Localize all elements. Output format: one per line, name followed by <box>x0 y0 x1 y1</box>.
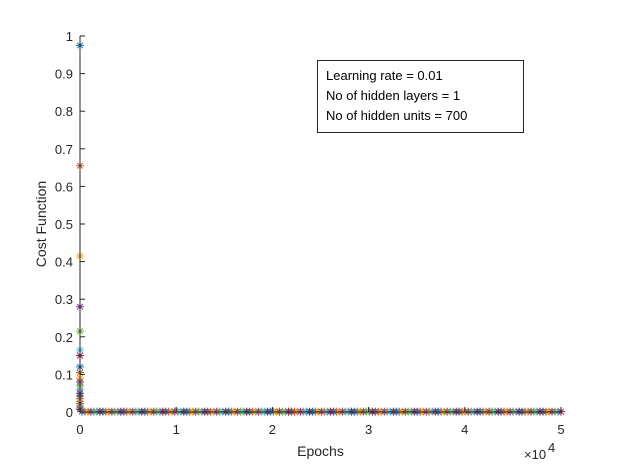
y-tick-label: 0.9 <box>55 67 73 82</box>
axes <box>79 35 562 413</box>
y-tick-label: 0.8 <box>55 104 73 119</box>
x-exponent-power: 4 <box>548 440 555 455</box>
y-tick-label: 0.5 <box>55 217 73 232</box>
y-axis-label: Cost Function <box>33 181 49 267</box>
x-tick-label: 5 <box>557 422 564 437</box>
y-tick-label: 0.3 <box>55 292 73 307</box>
annotation-hidden-units: No of hidden units = 700 <box>326 108 468 123</box>
data-points <box>76 41 565 416</box>
annotation-box: Learning rate = 0.01 No of hidden layers… <box>317 60 524 133</box>
x-axis-label: Epochs <box>297 443 344 459</box>
x-tick-label: 4 <box>461 422 468 437</box>
y-tick-label: 0.7 <box>55 142 73 157</box>
x-tick-label: 1 <box>173 422 180 437</box>
y-tick-label: 0.6 <box>55 179 73 194</box>
y-tick-label: 1 <box>66 29 73 44</box>
y-tick-label: 0 <box>66 405 73 420</box>
x-tick-label: 2 <box>269 422 276 437</box>
annotation-hidden-layers: No of hidden layers = 1 <box>326 88 461 103</box>
x-exponent-label: ×10 <box>524 447 546 462</box>
x-tick-label: 0 <box>76 422 83 437</box>
y-tick-label: 0.2 <box>55 330 73 345</box>
y-tick-label: 0.4 <box>55 255 73 270</box>
x-tick-label: 3 <box>365 422 372 437</box>
annotation-learning-rate: Learning rate = 0.01 <box>326 68 443 83</box>
y-tick-label: 0.1 <box>55 367 73 382</box>
axis-labels: 0 1 2 3 4 500.10.20.30.40.50.60.70.80.91Epoch… <box>33 29 565 462</box>
